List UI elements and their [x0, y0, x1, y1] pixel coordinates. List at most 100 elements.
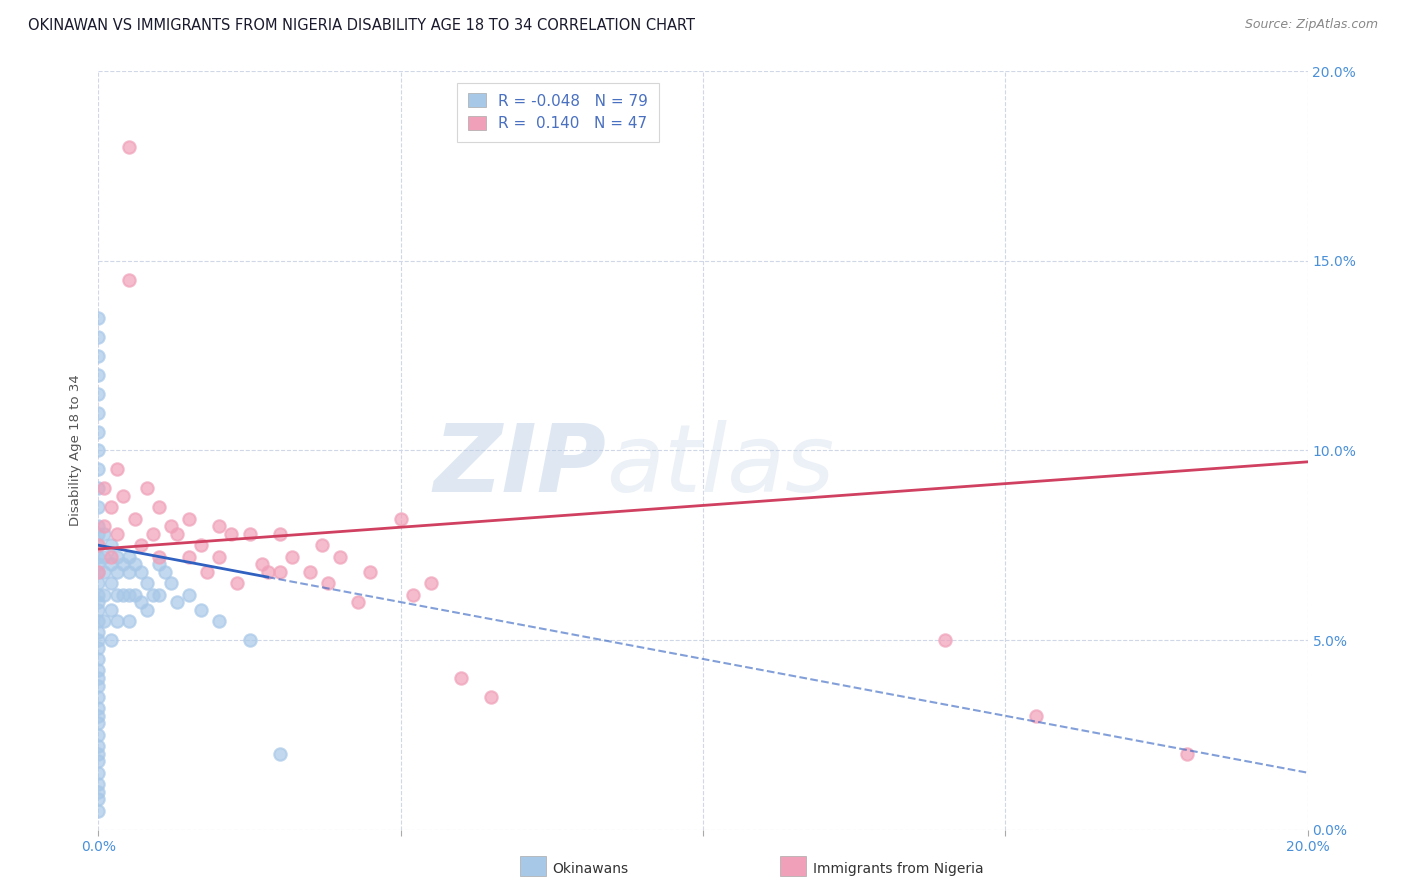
Point — [87, 406, 110, 420]
Point — [450, 671, 472, 685]
Point — [481, 690, 503, 704]
Point — [135, 603, 157, 617]
Point — [118, 549, 141, 564]
Point — [100, 500, 122, 515]
Point — [87, 716, 110, 731]
Point — [160, 576, 183, 591]
Text: ZIP: ZIP — [433, 419, 606, 512]
Point — [87, 349, 110, 363]
Point — [135, 482, 157, 496]
Point — [160, 519, 183, 533]
Point — [1024, 708, 1046, 723]
Point — [226, 576, 249, 591]
Y-axis label: Disability Age 18 to 34: Disability Age 18 to 34 — [69, 375, 83, 526]
Point — [118, 565, 141, 579]
Point — [87, 519, 110, 533]
Point — [269, 747, 291, 761]
Point — [93, 482, 115, 496]
Point — [124, 557, 146, 572]
Point — [105, 462, 128, 476]
Point — [87, 557, 110, 572]
Point — [208, 549, 231, 564]
Point — [281, 549, 304, 564]
Point — [360, 565, 382, 579]
Point — [111, 588, 134, 602]
Point — [93, 565, 115, 579]
Point — [269, 565, 291, 579]
Point — [87, 500, 110, 515]
Point — [256, 565, 278, 579]
Point — [208, 519, 231, 533]
Point — [87, 708, 110, 723]
Point — [100, 538, 122, 552]
Point — [129, 565, 152, 579]
Point — [87, 777, 110, 791]
Point — [87, 679, 110, 693]
Point — [93, 519, 115, 533]
Point — [221, 526, 243, 541]
Point — [87, 765, 110, 780]
Point — [269, 526, 291, 541]
Point — [87, 588, 110, 602]
Point — [124, 588, 146, 602]
Point — [87, 538, 110, 552]
Point — [87, 652, 110, 666]
Point — [118, 588, 141, 602]
Point — [87, 595, 110, 609]
Point — [135, 576, 157, 591]
Text: Source: ZipAtlas.com: Source: ZipAtlas.com — [1244, 18, 1378, 31]
Point — [87, 538, 110, 552]
Point — [118, 614, 141, 628]
Point — [87, 330, 110, 344]
Point — [420, 576, 443, 591]
Text: Okinawans: Okinawans — [553, 862, 628, 876]
Point — [148, 549, 170, 564]
Point — [87, 549, 110, 564]
Point — [87, 664, 110, 678]
Text: OKINAWAN VS IMMIGRANTS FROM NIGERIA DISABILITY AGE 18 TO 34 CORRELATION CHART: OKINAWAN VS IMMIGRANTS FROM NIGERIA DISA… — [28, 18, 695, 33]
Point — [87, 576, 110, 591]
Point — [87, 640, 110, 655]
Point — [87, 785, 110, 799]
Point — [87, 482, 110, 496]
Point — [93, 588, 115, 602]
Point — [153, 565, 176, 579]
Point — [93, 549, 115, 564]
Point — [111, 489, 134, 503]
Legend: R = -0.048   N = 79, R =  0.140   N = 47: R = -0.048 N = 79, R = 0.140 N = 47 — [457, 83, 659, 142]
Point — [402, 588, 425, 602]
Point — [87, 443, 110, 458]
Point — [179, 512, 201, 526]
Point — [87, 425, 110, 439]
Point — [239, 633, 262, 648]
Point — [129, 595, 152, 609]
Point — [100, 633, 122, 648]
Point — [105, 526, 128, 541]
Point — [142, 526, 165, 541]
Point — [347, 595, 370, 609]
Point — [87, 739, 110, 753]
Point — [148, 557, 170, 572]
Point — [111, 557, 134, 572]
Point — [299, 565, 322, 579]
Point — [87, 690, 110, 704]
Point — [87, 310, 110, 325]
Point — [166, 526, 188, 541]
Point — [100, 549, 122, 564]
Text: Immigrants from Nigeria: Immigrants from Nigeria — [813, 862, 983, 876]
Point — [100, 603, 122, 617]
Point — [87, 462, 110, 476]
Point — [105, 565, 128, 579]
Point — [118, 273, 141, 287]
Point — [190, 603, 212, 617]
Point — [329, 549, 352, 564]
Point — [124, 512, 146, 526]
Point — [87, 728, 110, 742]
Point — [87, 755, 110, 769]
Point — [87, 625, 110, 640]
Point — [105, 614, 128, 628]
Point — [87, 565, 110, 579]
Point — [195, 565, 218, 579]
Point — [105, 549, 128, 564]
Point — [142, 588, 165, 602]
